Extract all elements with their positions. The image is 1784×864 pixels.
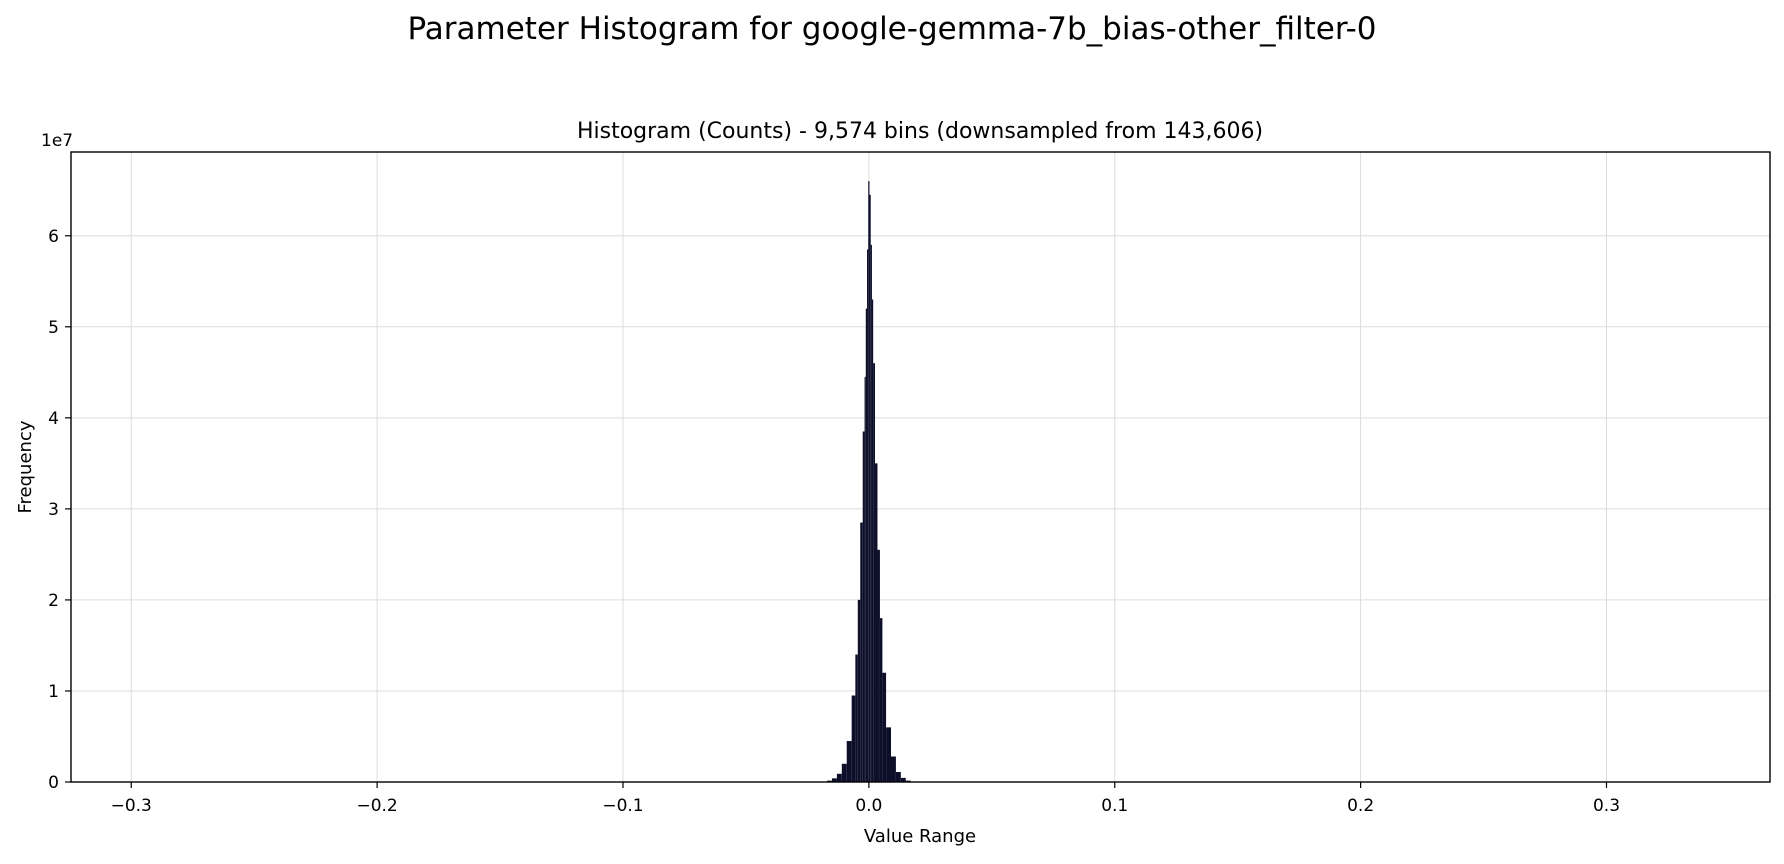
- histogram-bar: [837, 774, 842, 782]
- grid-lines: [71, 152, 1770, 782]
- histogram-bar: [868, 181, 869, 782]
- x-tick-label: 0.0: [855, 796, 882, 816]
- histogram-bar: [847, 741, 852, 782]
- x-tick-label: −0.2: [356, 796, 397, 816]
- x-axis-ticks: −0.3 −0.2 −0.1 0.0 0.1 0.2 0.3: [111, 782, 1620, 816]
- y-tick-label: 4: [48, 409, 59, 429]
- y-tick-label: 3: [48, 500, 59, 520]
- histogram-bar: [877, 550, 879, 782]
- y-tick-label: 6: [48, 227, 59, 247]
- histogram-bar: [872, 299, 873, 782]
- y-axis-ticks: 0 1 2 3 4 5 6: [48, 227, 71, 793]
- x-tick-label: 0.1: [1101, 796, 1128, 816]
- histogram-bar: [873, 363, 875, 782]
- chart-title: Histogram (Counts) - 9,574 bins (downsam…: [577, 119, 1263, 144]
- histogram-bar: [886, 727, 891, 782]
- y-tick-label: 1: [48, 682, 59, 702]
- x-axis-label: Value Range: [864, 826, 976, 847]
- y-tick-label: 0: [48, 773, 59, 793]
- chart-suptitle: Parameter Histogram for google-gemma-7b_…: [408, 11, 1377, 47]
- histogram-bar: [866, 309, 867, 782]
- histogram-bar: [896, 772, 901, 782]
- histogram-bar: [865, 377, 866, 782]
- histogram-bar: [869, 195, 870, 782]
- y-tick-label: 2: [48, 591, 59, 611]
- plot-area-frame: [71, 152, 1770, 782]
- histogram-bar: [871, 245, 872, 782]
- histogram-bars: [822, 181, 915, 782]
- histogram-bar: [855, 655, 857, 782]
- y-axis-label: Frequency: [15, 420, 36, 513]
- y-axis-offset-label: 1e7: [41, 131, 73, 151]
- histogram-bar: [891, 757, 896, 782]
- x-tick-label: −0.3: [111, 796, 152, 816]
- x-tick-label: 0.2: [1347, 796, 1374, 816]
- histogram-bar: [880, 618, 882, 782]
- histogram-bar: [852, 696, 856, 782]
- histogram-bar: [882, 673, 886, 782]
- histogram-bar: [842, 764, 847, 782]
- histogram-bar: [858, 600, 860, 782]
- histogram-bar: [875, 463, 877, 782]
- histogram-bar: [860, 523, 862, 782]
- histogram-bar: [863, 431, 865, 782]
- x-tick-label: −0.1: [602, 796, 643, 816]
- y-tick-label: 5: [48, 318, 59, 338]
- histogram-bar: [867, 249, 868, 782]
- x-tick-label: 0.3: [1593, 796, 1620, 816]
